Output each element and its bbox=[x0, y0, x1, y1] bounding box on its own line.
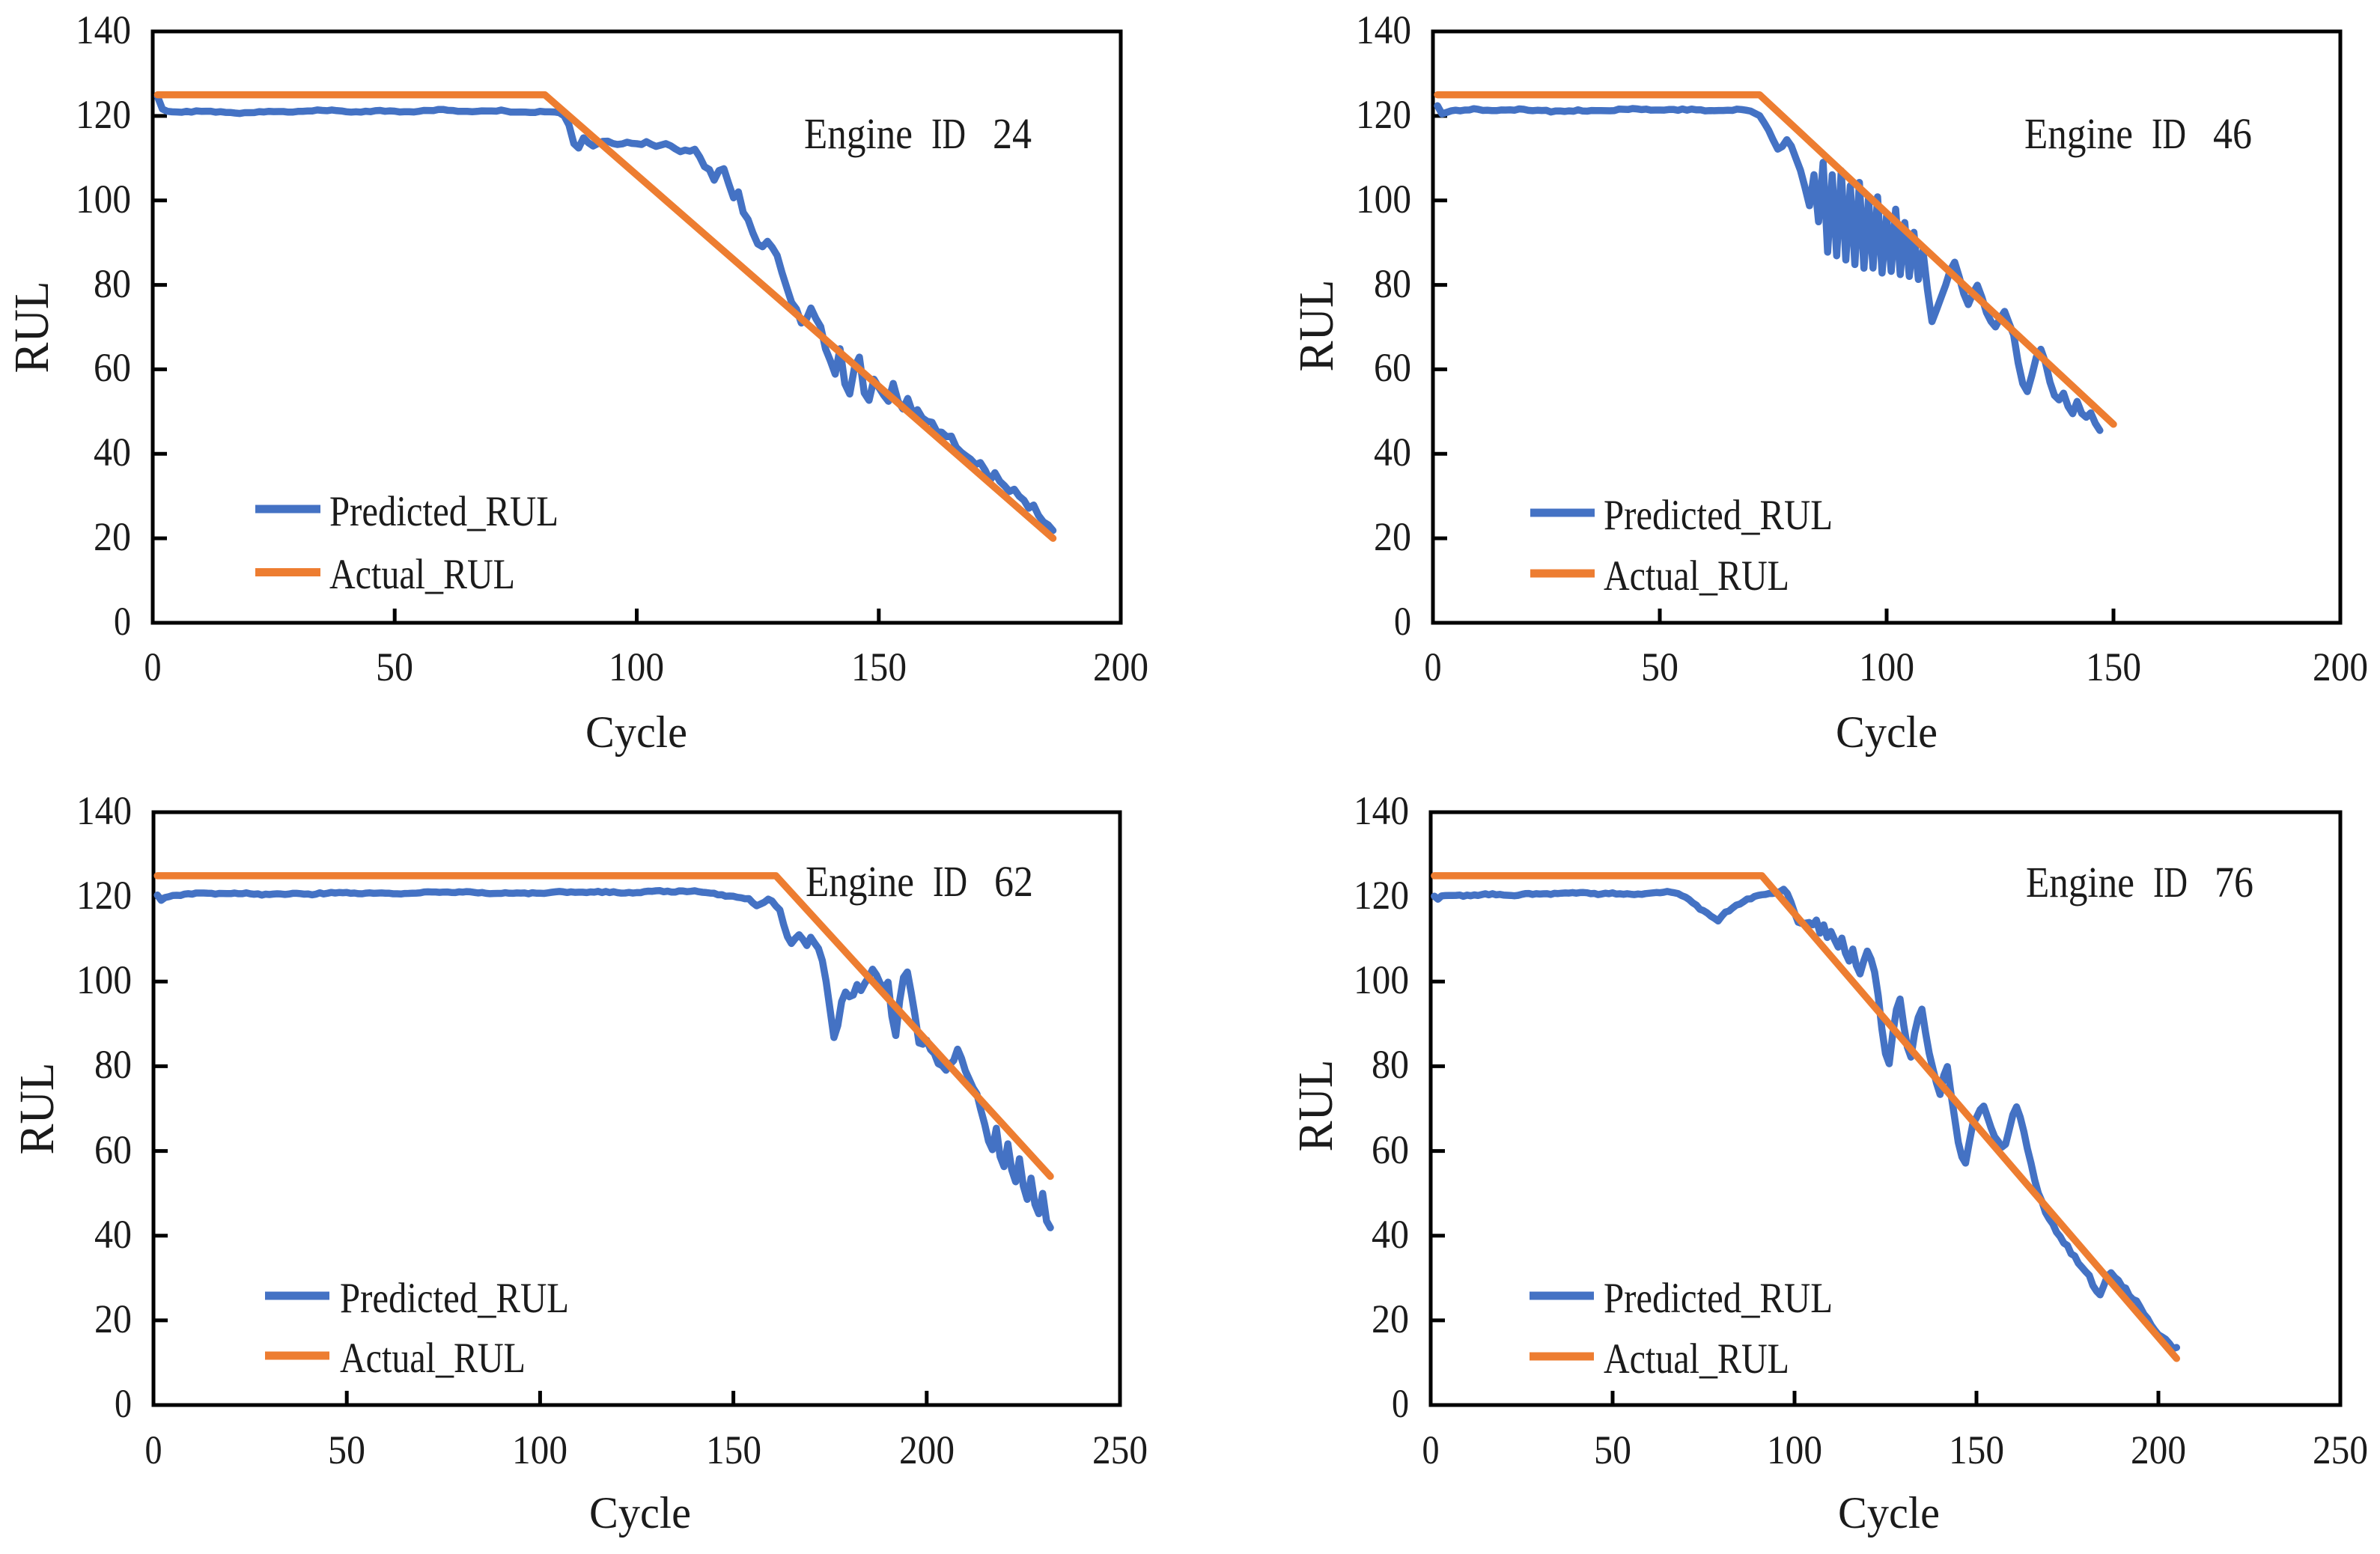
svg-text:80: 80 bbox=[94, 261, 131, 306]
svg-text:RUL: RUL bbox=[4, 281, 59, 374]
svg-text:Engine: Engine bbox=[806, 857, 914, 906]
svg-text:0: 0 bbox=[145, 1427, 162, 1472]
svg-text:50: 50 bbox=[1641, 645, 1679, 689]
svg-text:150: 150 bbox=[851, 645, 907, 689]
svg-text:100: 100 bbox=[1354, 957, 1409, 1002]
svg-text:120: 120 bbox=[76, 92, 131, 137]
svg-text:40: 40 bbox=[1374, 430, 1411, 475]
svg-text:Cycle: Cycle bbox=[1838, 1488, 1940, 1538]
svg-text:100: 100 bbox=[1356, 177, 1411, 222]
svg-text:20: 20 bbox=[94, 514, 131, 559]
svg-text:Predicted_RUL: Predicted_RUL bbox=[1604, 1275, 1833, 1322]
svg-text:0: 0 bbox=[1422, 1427, 1440, 1472]
svg-text:0: 0 bbox=[115, 1381, 132, 1426]
svg-text:140: 140 bbox=[1356, 7, 1411, 52]
svg-text:Engine: Engine bbox=[2026, 858, 2134, 906]
svg-text:Predicted_RUL: Predicted_RUL bbox=[340, 1275, 569, 1322]
svg-text:0: 0 bbox=[114, 599, 131, 644]
svg-text:76: 76 bbox=[2215, 858, 2253, 906]
svg-text:60: 60 bbox=[94, 1127, 132, 1172]
svg-text:80: 80 bbox=[1372, 1042, 1409, 1087]
svg-text:120: 120 bbox=[76, 873, 132, 918]
svg-text:Engine: Engine bbox=[804, 109, 913, 158]
svg-text:0: 0 bbox=[1394, 599, 1411, 644]
svg-text:20: 20 bbox=[1374, 514, 1411, 559]
svg-text:140: 140 bbox=[76, 788, 132, 833]
svg-text:20: 20 bbox=[1372, 1296, 1409, 1341]
svg-text:62: 62 bbox=[994, 857, 1033, 906]
svg-text:40: 40 bbox=[94, 1212, 132, 1257]
svg-text:150: 150 bbox=[1949, 1427, 2004, 1472]
svg-text:Predicted_RUL: Predicted_RUL bbox=[329, 488, 559, 535]
svg-text:50: 50 bbox=[328, 1427, 365, 1472]
svg-text:40: 40 bbox=[1372, 1212, 1409, 1257]
svg-text:Actual_RUL: Actual_RUL bbox=[1604, 552, 1789, 600]
svg-text:150: 150 bbox=[706, 1427, 761, 1472]
svg-text:RUL: RUL bbox=[10, 1063, 64, 1155]
svg-text:ID: ID bbox=[933, 857, 967, 906]
svg-text:250: 250 bbox=[1092, 1427, 1148, 1472]
svg-text:ID: ID bbox=[2153, 858, 2188, 906]
svg-text:100: 100 bbox=[1767, 1427, 1822, 1472]
svg-text:100: 100 bbox=[1859, 645, 1914, 689]
svg-text:120: 120 bbox=[1354, 873, 1409, 918]
svg-text:40: 40 bbox=[94, 430, 131, 475]
svg-text:0: 0 bbox=[1425, 645, 1442, 689]
svg-text:140: 140 bbox=[76, 7, 131, 52]
svg-text:24: 24 bbox=[993, 109, 1032, 158]
svg-text:Cycle: Cycle bbox=[589, 1488, 691, 1538]
svg-text:60: 60 bbox=[1372, 1127, 1409, 1172]
svg-text:200: 200 bbox=[1093, 645, 1148, 689]
svg-text:0: 0 bbox=[1392, 1381, 1409, 1426]
svg-text:80: 80 bbox=[94, 1042, 132, 1087]
svg-text:100: 100 bbox=[76, 177, 131, 222]
svg-text:ID: ID bbox=[931, 109, 966, 158]
svg-text:Cycle: Cycle bbox=[585, 707, 687, 757]
svg-text:60: 60 bbox=[1374, 345, 1411, 390]
svg-text:RUL: RUL bbox=[1289, 280, 1344, 372]
svg-text:200: 200 bbox=[2313, 645, 2368, 689]
svg-text:80: 80 bbox=[1374, 261, 1411, 306]
svg-text:Cycle: Cycle bbox=[1836, 707, 1938, 757]
svg-text:100: 100 bbox=[609, 645, 664, 689]
svg-text:140: 140 bbox=[1354, 788, 1409, 833]
svg-text:0: 0 bbox=[144, 645, 162, 689]
svg-text:50: 50 bbox=[1594, 1427, 1631, 1472]
svg-text:100: 100 bbox=[512, 1427, 567, 1472]
svg-text:50: 50 bbox=[376, 645, 413, 689]
svg-text:200: 200 bbox=[899, 1427, 955, 1472]
svg-text:Actual_RUL: Actual_RUL bbox=[1604, 1335, 1789, 1383]
svg-text:Actual_RUL: Actual_RUL bbox=[340, 1335, 526, 1382]
svg-text:Predicted_RUL: Predicted_RUL bbox=[1604, 492, 1833, 539]
svg-text:250: 250 bbox=[2313, 1427, 2368, 1472]
svg-text:ID: ID bbox=[2152, 109, 2186, 158]
svg-text:Actual_RUL: Actual_RUL bbox=[329, 551, 515, 598]
svg-text:46: 46 bbox=[2213, 109, 2252, 158]
svg-text:RUL: RUL bbox=[1288, 1060, 1343, 1152]
svg-text:120: 120 bbox=[1356, 92, 1411, 137]
svg-text:20: 20 bbox=[94, 1296, 132, 1341]
svg-text:100: 100 bbox=[76, 957, 132, 1002]
svg-text:Engine: Engine bbox=[2024, 109, 2133, 158]
svg-text:60: 60 bbox=[94, 345, 131, 390]
svg-text:200: 200 bbox=[2131, 1427, 2186, 1472]
svg-text:150: 150 bbox=[2086, 645, 2141, 689]
